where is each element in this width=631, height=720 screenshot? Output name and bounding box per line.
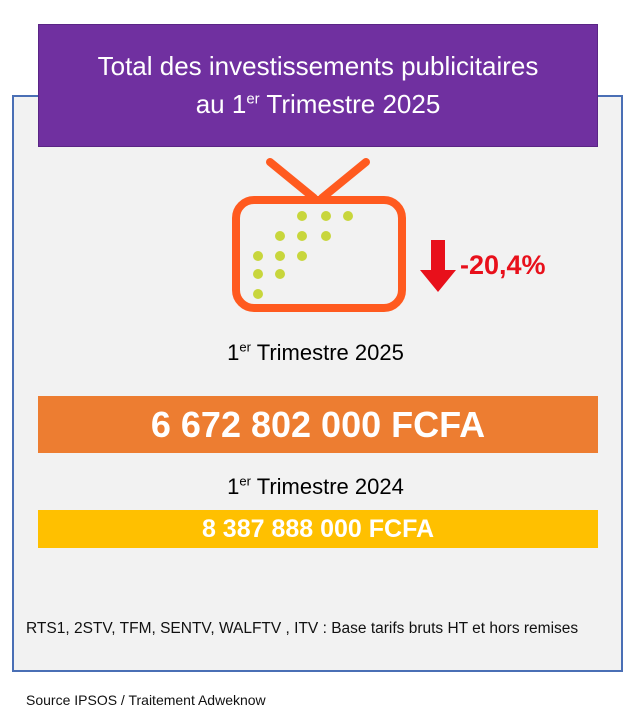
previous-period-label: 1er Trimestre 2024 (0, 474, 631, 500)
title-line-2-suffix: Trimestre 2025 (259, 89, 441, 119)
trend-indicator: -20,4% (420, 238, 590, 296)
current-period-superscript: er (239, 339, 251, 355)
tv-icon (230, 158, 410, 318)
title-line-2: au 1er Trimestre 2025 (39, 85, 597, 123)
previous-amount-bar: 8 387 888 000 FCFA (38, 510, 598, 548)
change-value: -20,4% (460, 250, 546, 280)
current-period-prefix: 1 (227, 340, 240, 365)
previous-period-superscript: er (239, 473, 251, 489)
previous-period-suffix: Trimestre 2024 (250, 474, 404, 499)
info-card (12, 95, 623, 672)
current-amount-bar: 6 672 802 000 FCFA (38, 396, 598, 453)
footnote: RTS1, 2STV, TFM, SENTV, WALFTV , ITV : B… (26, 620, 579, 637)
current-period-label: 1er Trimestre 2025 (0, 340, 631, 366)
title-banner: Total des investissements publicitaires … (38, 24, 598, 147)
title-line-1: Total des investissements publicitaires (97, 51, 539, 81)
title-line-2-prefix: au 1 (195, 89, 247, 119)
previous-period-prefix: 1 (227, 474, 240, 499)
source-credit: Source IPSOS / Traitement Adweknow (26, 692, 266, 708)
title-line-2-superscript: er (246, 90, 260, 108)
arrow-down-icon (420, 240, 456, 292)
current-period-suffix: Trimestre 2025 (250, 340, 404, 365)
